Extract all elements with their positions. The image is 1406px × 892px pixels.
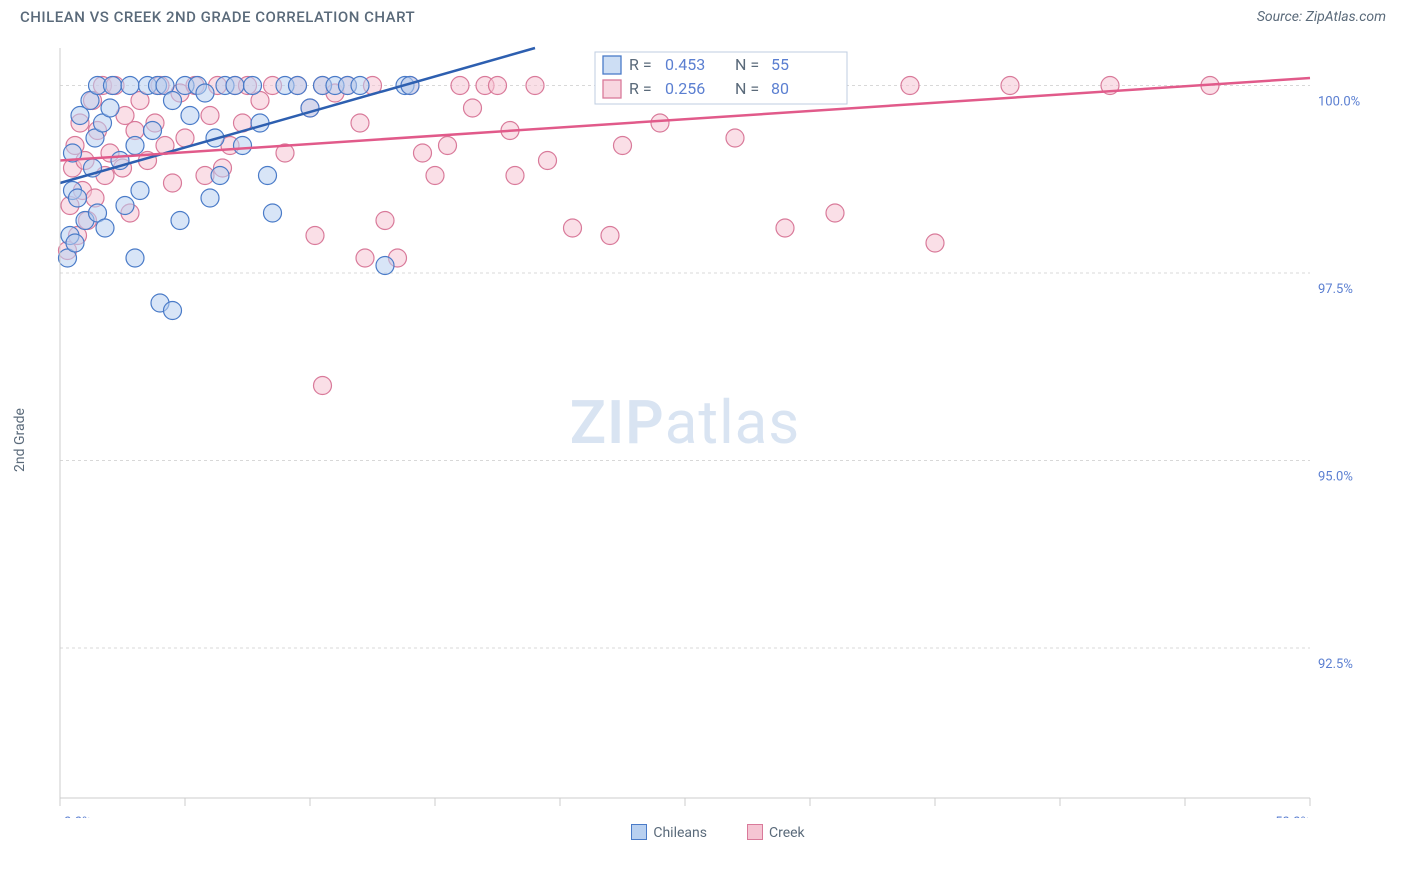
svg-text:0.453: 0.453	[665, 55, 705, 74]
scatter-chart: 92.5% 95.0% 97.5% 100.0% ZIPatlas 0.0% 50.0% R …	[50, 38, 1380, 818]
bottom-legend: Chileans Creek	[50, 824, 1386, 841]
chilean-point	[116, 197, 134, 215]
chilean-point	[126, 249, 144, 267]
chilean-point	[226, 77, 244, 95]
creek-point	[439, 137, 457, 155]
chilean-point	[101, 99, 119, 117]
svg-text:0.0%: 0.0%	[64, 815, 92, 818]
creek-point	[201, 107, 219, 125]
chilean-point	[164, 92, 182, 110]
creek-point	[306, 227, 324, 245]
creek-point	[506, 167, 524, 185]
chart-container: 2nd Grade 92.5%95.0%97.5%100.0%ZIPatlas0…	[50, 38, 1386, 841]
chilean-point	[69, 189, 87, 207]
svg-text:0.256: 0.256	[665, 79, 705, 98]
svg-text:55: 55	[771, 55, 789, 74]
creek-point	[726, 129, 744, 147]
chilean-point	[171, 212, 189, 230]
svg-text:97.5%: 97.5%	[1318, 282, 1353, 297]
creek-point	[901, 77, 919, 95]
chilean-point	[196, 84, 214, 102]
creek-point	[1001, 77, 1019, 95]
chilean-point	[351, 77, 369, 95]
svg-text:ZIPatlas: ZIPatlas	[570, 387, 801, 458]
chilean-point	[104, 77, 122, 95]
creek-point	[926, 234, 944, 252]
chart-source: Source: ZipAtlas.com	[1257, 9, 1386, 25]
svg-text:R =: R =	[629, 55, 652, 74]
chilean-point	[264, 204, 282, 222]
chilean-point	[244, 77, 262, 95]
chilean-point	[121, 77, 139, 95]
svg-text:N =: N =	[735, 55, 759, 74]
chilean-point	[289, 77, 307, 95]
svg-text:50.0%: 50.0%	[1275, 815, 1310, 818]
creek-point	[564, 219, 582, 237]
chilean-point	[66, 234, 84, 252]
creek-point	[539, 152, 557, 170]
chilean-point	[251, 114, 269, 132]
creek-point	[426, 167, 444, 185]
chilean-point	[131, 182, 149, 200]
svg-text:R =: R =	[629, 79, 652, 98]
creek-point	[176, 129, 194, 147]
creek-point	[414, 144, 432, 162]
chilean-point	[234, 137, 252, 155]
legend-swatch	[631, 824, 647, 840]
chilean-point	[201, 189, 219, 207]
chart-header: CHILEAN VS CREEK 2ND GRADE CORRELATION C…	[0, 0, 1406, 30]
creek-point	[489, 77, 507, 95]
legend-swatch	[747, 824, 763, 840]
creek-point	[356, 249, 374, 267]
legend-item: Chileans	[631, 824, 707, 841]
creek-point	[776, 219, 794, 237]
creek-point	[314, 377, 332, 395]
creek-point	[164, 174, 182, 192]
svg-text:N =: N =	[735, 79, 759, 98]
svg-text:95.0%: 95.0%	[1318, 470, 1353, 485]
svg-text:100.0%: 100.0%	[1318, 95, 1360, 110]
creek-point	[376, 212, 394, 230]
chilean-point	[96, 219, 114, 237]
svg-text:80: 80	[771, 79, 789, 98]
chilean-point	[181, 107, 199, 125]
chilean-point	[126, 137, 144, 155]
legend-item: Creek	[747, 824, 805, 841]
chilean-point	[144, 122, 162, 140]
chilean-point	[376, 257, 394, 275]
creek-point	[614, 137, 632, 155]
chilean-point	[259, 167, 277, 185]
creek-point	[601, 227, 619, 245]
creek-point	[826, 204, 844, 222]
chilean-point	[211, 167, 229, 185]
svg-text:92.5%: 92.5%	[1318, 657, 1353, 672]
chart-title: CHILEAN VS CREEK 2ND GRADE CORRELATION C…	[20, 8, 415, 26]
chilean-point	[164, 302, 182, 320]
creek-point	[451, 77, 469, 95]
creek-point	[651, 114, 669, 132]
creek-point	[351, 114, 369, 132]
creek-point	[464, 99, 482, 117]
creek-point	[526, 77, 544, 95]
y-axis-label: 2nd Grade	[12, 408, 28, 472]
